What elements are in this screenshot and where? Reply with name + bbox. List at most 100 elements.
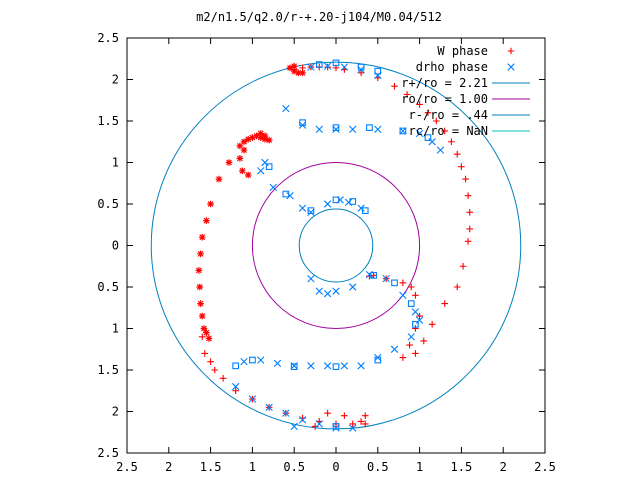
data-point	[203, 329, 210, 336]
data-points	[195, 59, 474, 432]
data-point	[403, 91, 411, 98]
data-point	[307, 275, 315, 283]
data-point	[412, 325, 419, 332]
data-point	[197, 250, 204, 258]
data-point	[197, 300, 204, 307]
data-point	[195, 267, 203, 274]
x-tick-label: 2.5	[116, 460, 138, 474]
data-point	[257, 356, 265, 364]
data-point	[257, 134, 265, 141]
data-point	[391, 279, 398, 287]
data-point	[290, 62, 298, 70]
data-point	[273, 359, 282, 368]
data-point	[225, 159, 233, 166]
x-tick-label: 0	[332, 460, 339, 474]
data-point	[433, 117, 440, 125]
data-point	[370, 272, 377, 279]
data-point	[441, 300, 448, 307]
data-point	[462, 175, 469, 183]
data-point	[399, 127, 407, 135]
data-point	[265, 136, 273, 144]
data-point	[340, 63, 349, 71]
data-point	[374, 356, 382, 364]
data-point	[453, 150, 461, 158]
data-point	[448, 138, 455, 146]
data-point	[201, 350, 209, 357]
legend-label: drho phase	[416, 60, 488, 74]
data-point	[332, 125, 340, 133]
data-point	[295, 69, 302, 77]
legend-marker	[507, 47, 515, 55]
y-tick-label: 1.5	[97, 363, 119, 377]
y-axis-ticks: 2.5 2 1.5 1 0.5 0 0.5 1 1.5 2 2.5	[97, 31, 545, 460]
y-tick-label: 2	[112, 405, 119, 419]
data-point	[391, 82, 398, 90]
data-point	[323, 289, 332, 298]
data-point	[340, 362, 349, 370]
legend-marker	[507, 63, 515, 71]
data-point	[240, 138, 248, 146]
data-point	[357, 418, 365, 425]
data-point	[200, 325, 208, 332]
data-point	[196, 283, 204, 291]
data-point	[407, 333, 415, 341]
data-point	[415, 129, 424, 138]
data-point	[315, 420, 323, 428]
data-point	[205, 335, 213, 342]
data-point	[382, 275, 390, 283]
series-3	[232, 59, 432, 430]
x-tick-label: 1.5	[200, 460, 222, 474]
legend: W phase drho phase r+/ro = 2.21 ro/ro = 1.0…	[401, 44, 530, 138]
data-point	[332, 287, 340, 295]
data-point	[315, 287, 323, 295]
data-point	[399, 127, 407, 135]
data-point	[286, 192, 294, 200]
x-axis-ticks: 2.5 2 1.5 1 0.5 0 0.5 1 1.5 2 2.5	[116, 38, 556, 474]
circle-1	[251, 162, 421, 329]
data-point	[332, 124, 340, 131]
data-point	[374, 67, 382, 75]
data-point	[370, 272, 377, 279]
data-point	[407, 283, 415, 291]
data-point	[261, 135, 269, 143]
data-point	[349, 125, 357, 133]
data-point	[232, 362, 240, 370]
circle-2	[298, 208, 374, 283]
data-point	[307, 63, 315, 71]
data-point	[459, 262, 467, 270]
data-point	[219, 375, 227, 382]
data-point	[315, 125, 323, 133]
legend-label: ro/ro = 1.00	[401, 92, 488, 106]
data-point	[412, 320, 419, 328]
data-point	[349, 424, 357, 432]
data-point	[298, 204, 307, 212]
data-point	[412, 292, 419, 299]
data-point	[357, 362, 365, 370]
data-point	[349, 198, 357, 205]
data-point	[374, 71, 382, 80]
data-point	[412, 350, 419, 357]
data-point	[420, 337, 428, 345]
data-point	[257, 130, 265, 137]
data-point	[323, 200, 332, 208]
data-point	[236, 142, 244, 150]
legend-label: r-/ro = .44	[409, 108, 488, 122]
data-point	[399, 354, 407, 361]
data-point	[357, 204, 365, 212]
data-point	[332, 424, 340, 432]
data-point	[232, 387, 239, 395]
data-point	[464, 192, 472, 199]
legend-label: r+/ro = 2.21	[401, 76, 488, 90]
data-point	[253, 132, 260, 140]
legend-label: rc/ro = NaN	[409, 124, 488, 138]
x-tick-label: 0.5	[283, 460, 305, 474]
data-point	[248, 395, 257, 403]
data-point	[399, 291, 407, 299]
data-point	[290, 422, 298, 431]
data-point	[428, 138, 436, 146]
data-point	[407, 300, 415, 307]
data-point	[198, 312, 206, 320]
x-tick-label: 1	[416, 460, 423, 474]
data-point	[203, 217, 210, 224]
data-point	[361, 412, 369, 419]
